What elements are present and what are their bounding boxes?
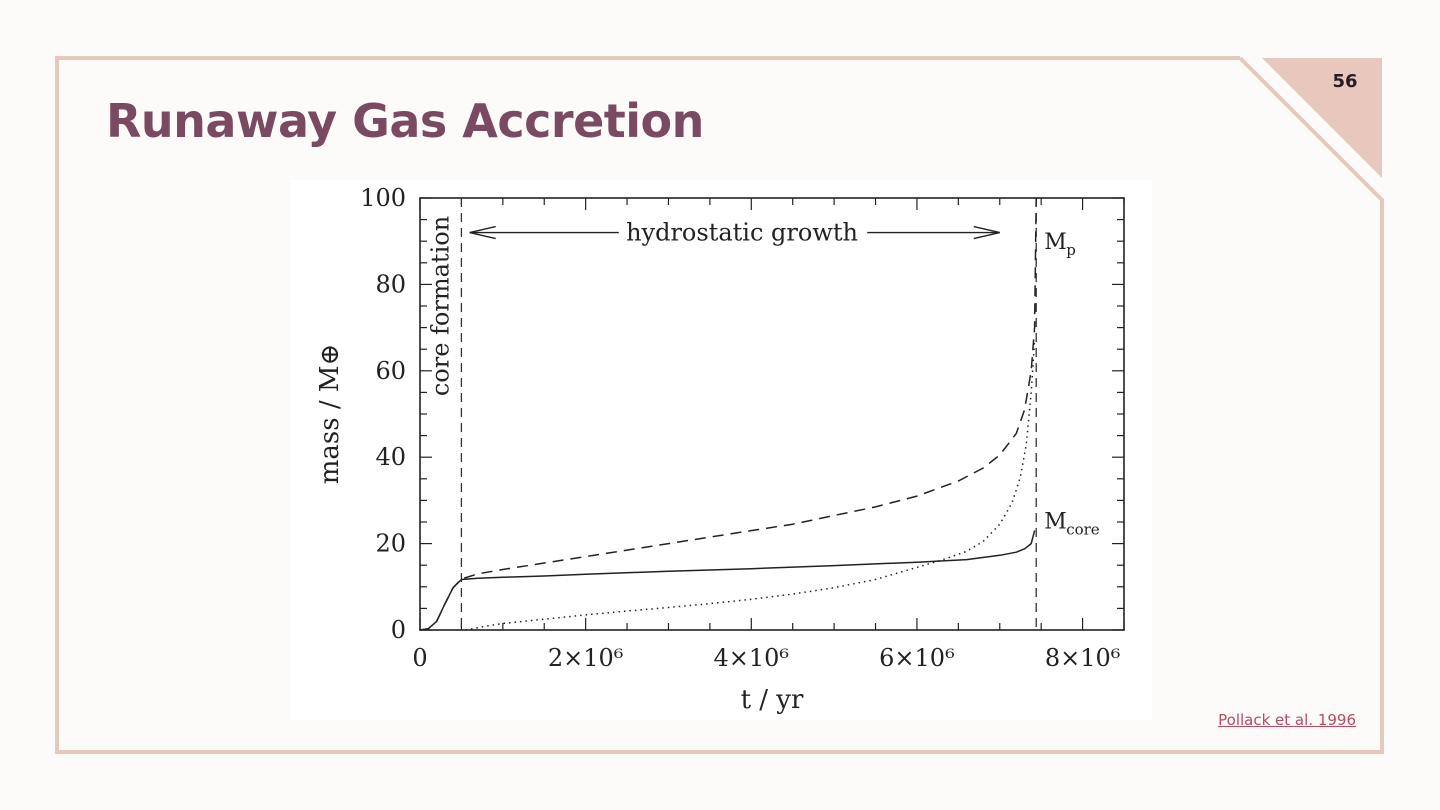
x-tick-label: 2×10⁶ — [548, 644, 624, 672]
citation-link[interactable]: Pollack et al. 1996 — [1218, 711, 1356, 729]
arrowhead-left — [469, 225, 496, 240]
label-m-core: M — [1044, 509, 1067, 534]
x-tick-label: 8×10⁶ — [1045, 644, 1121, 672]
x-tick-label: 0 — [412, 644, 427, 672]
y-tick-label: 100 — [360, 184, 406, 212]
annotation-hydrostatic-growth: hydrostatic growth — [626, 219, 858, 247]
label-m-core-subscript: core — [1066, 520, 1100, 538]
annotation-core-formation: core formation — [427, 216, 455, 396]
mass-vs-time-chart: 0 2×10⁶ 4×10⁶ 6×10⁶ 8×10⁶ 0 20 40 60 80 100 t / yr m… — [315, 184, 1125, 715]
y-tick-label: 20 — [375, 530, 406, 558]
y-tick-label: 0 — [391, 616, 406, 644]
corner-fold — [1262, 58, 1382, 178]
x-tick-label: 6×10⁶ — [879, 644, 955, 672]
y-tick-label: 80 — [375, 270, 406, 298]
arrowhead-right — [973, 225, 1000, 240]
frame-border — [55, 56, 1384, 754]
x-axis-label: t / yr — [741, 685, 804, 715]
label-m-p-subscript: p — [1066, 241, 1076, 259]
y-tick-label: 60 — [375, 357, 406, 385]
y-tick-label: 40 — [375, 443, 406, 471]
label-m-p: M — [1044, 230, 1067, 255]
y-axis-label: mass / M⊕ — [315, 344, 345, 485]
x-tick-label: 4×10⁶ — [714, 644, 790, 672]
slide-title: Runaway Gas Accretion — [106, 94, 704, 148]
page-number: 56 — [1332, 71, 1358, 92]
chart-image-panel: 0 2×10⁶ 4×10⁶ 6×10⁶ 8×10⁶ 0 20 40 60 80 100 t / yr m… — [290, 180, 1152, 720]
series-line-m-core — [419, 530, 1036, 631]
series-line-m-gas — [465, 340, 1036, 631]
series-line-m-p — [419, 197, 1037, 631]
